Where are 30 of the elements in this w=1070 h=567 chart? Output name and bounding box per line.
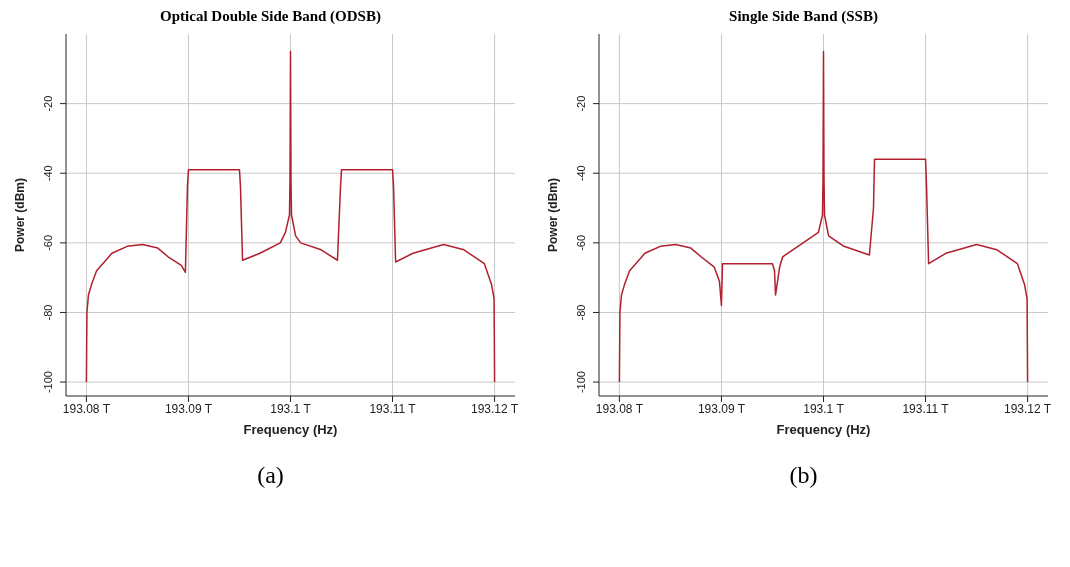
x-tick-label: 193.11 T bbox=[369, 401, 417, 416]
x-tick-label: 193.08 T bbox=[595, 401, 644, 416]
y-tick-label: -40 bbox=[575, 165, 587, 182]
text: (a) bbox=[256, 462, 285, 489]
y-tick-label: -80 bbox=[42, 304, 54, 321]
x-tick-label: 193.09 T bbox=[697, 401, 746, 416]
y-tick-label: -40 bbox=[42, 165, 54, 182]
x-axis-title: Frequency (Hz) bbox=[243, 422, 338, 437]
chart-title: Single Side Band (SSB) bbox=[728, 8, 879, 26]
y-tick-label: -100 bbox=[575, 371, 587, 394]
y-tick-label: -60 bbox=[575, 234, 587, 251]
y-axis-title: Power (dBm) bbox=[546, 177, 561, 253]
x-tick-label: 193.08 T bbox=[62, 401, 111, 416]
line-series bbox=[618, 50, 1029, 383]
x-tick-label: 193.11 T bbox=[902, 401, 950, 416]
x-tick-label: 193.12 T bbox=[1004, 401, 1052, 416]
x-tick-label: 193.09 T bbox=[164, 401, 213, 416]
line-series bbox=[85, 50, 496, 383]
chart-title: Optical Double Side Band (ODSB) bbox=[159, 8, 382, 26]
x-tick-label: 193.12 T bbox=[471, 401, 519, 416]
x-tick-label: 193.1 T bbox=[270, 401, 312, 416]
y-tick-label: -20 bbox=[575, 95, 587, 112]
y-tick-label: -20 bbox=[42, 95, 54, 112]
y-tick-label: -80 bbox=[575, 304, 587, 321]
y-axis-title: Power (dBm) bbox=[13, 177, 28, 253]
x-tick-label: 193.1 T bbox=[803, 401, 845, 416]
text: (b) bbox=[788, 462, 819, 489]
x-axis-title: Frequency (Hz) bbox=[776, 422, 871, 437]
y-tick-label: -60 bbox=[42, 234, 54, 251]
y-tick-label: -100 bbox=[42, 371, 54, 394]
